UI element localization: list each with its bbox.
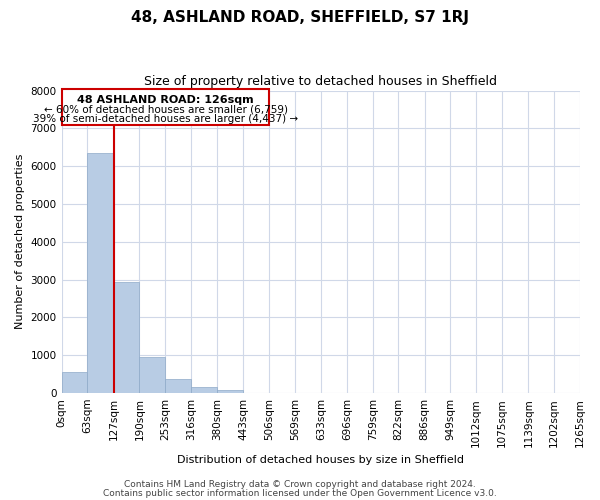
Bar bbox=[88, 153, 113, 393]
Y-axis label: Number of detached properties: Number of detached properties bbox=[15, 154, 25, 330]
Bar bbox=[191, 387, 217, 393]
Bar bbox=[139, 357, 165, 393]
X-axis label: Distribution of detached houses by size in Sheffield: Distribution of detached houses by size … bbox=[177, 455, 464, 465]
Title: Size of property relative to detached houses in Sheffield: Size of property relative to detached ho… bbox=[144, 75, 497, 88]
Bar bbox=[217, 390, 243, 393]
Bar bbox=[62, 88, 269, 124]
Text: 48, ASHLAND ROAD, SHEFFIELD, S7 1RJ: 48, ASHLAND ROAD, SHEFFIELD, S7 1RJ bbox=[131, 10, 469, 25]
Text: ← 60% of detached houses are smaller (6,759): ← 60% of detached houses are smaller (6,… bbox=[44, 104, 287, 115]
Bar bbox=[165, 379, 191, 393]
Text: Contains public sector information licensed under the Open Government Licence v3: Contains public sector information licen… bbox=[103, 489, 497, 498]
Text: Contains HM Land Registry data © Crown copyright and database right 2024.: Contains HM Land Registry data © Crown c… bbox=[124, 480, 476, 489]
Bar bbox=[62, 372, 88, 393]
Bar bbox=[113, 282, 139, 393]
Text: 39% of semi-detached houses are larger (4,437) →: 39% of semi-detached houses are larger (… bbox=[33, 114, 298, 124]
Text: 48 ASHLAND ROAD: 126sqm: 48 ASHLAND ROAD: 126sqm bbox=[77, 96, 254, 106]
